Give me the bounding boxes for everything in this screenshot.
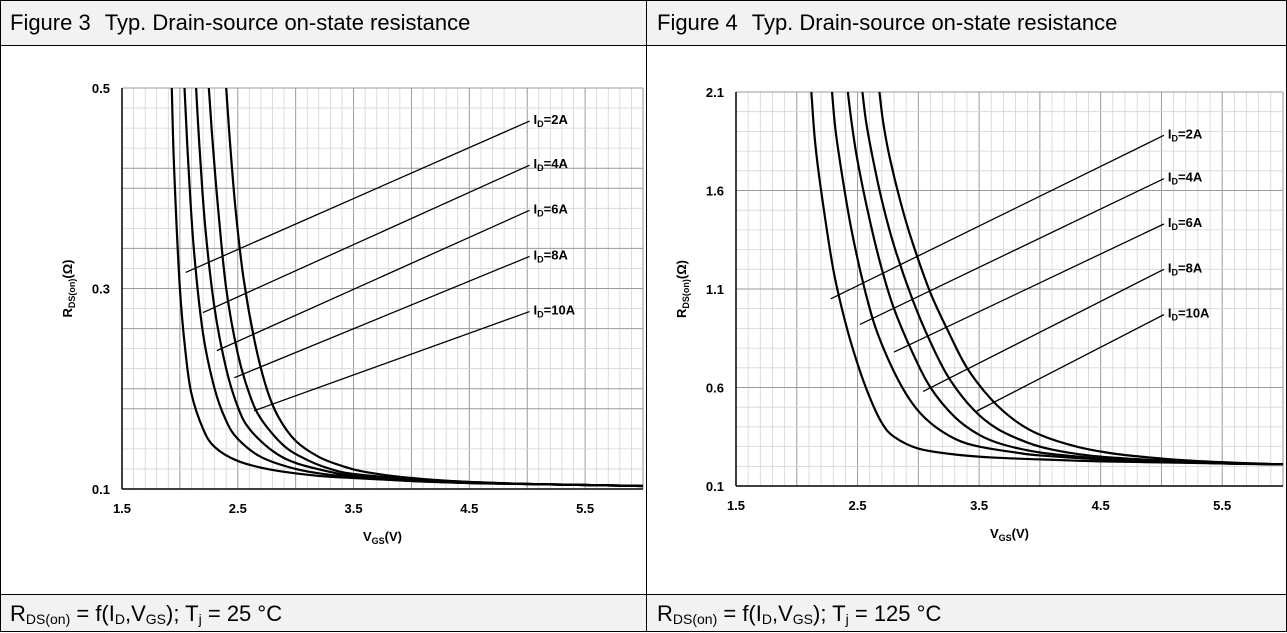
- annotation-line: [253, 310, 530, 412]
- y-tick-label: 0.1: [706, 479, 724, 494]
- figure-3-panel: Figure 3 Typ. Drain-source on-state resis…: [0, 0, 647, 632]
- x-tick-label: 1.5: [113, 501, 131, 516]
- series-label: ID=2A: [534, 112, 569, 129]
- figure-4-title: Typ. Drain-source on-state resistance: [751, 10, 1118, 35]
- y-tick-label: 1.1: [706, 282, 724, 297]
- series-line-id-4a: [183, 88, 643, 488]
- series-label: ID=6A: [1168, 215, 1203, 232]
- y-tick-label: 2.1: [706, 85, 724, 100]
- x-tick-label: 5.5: [1213, 498, 1231, 513]
- figure-4-number: Figure 4: [657, 10, 738, 35]
- series-line-id-10a: [225, 88, 643, 488]
- figure-3-footer: RDS(on) = f(ID,VGS); Tj = 25 °C: [0, 594, 647, 632]
- annotation-line: [185, 120, 530, 274]
- annotation-line: [202, 164, 530, 314]
- axes: [121, 88, 643, 490]
- annotation-line: [976, 314, 1165, 412]
- series-group: [170, 88, 643, 488]
- x-axis-label: VGS(V): [990, 526, 1029, 543]
- annotation-line: [893, 223, 1165, 353]
- y-tick-label: 0.6: [706, 381, 724, 396]
- grid: [735, 91, 1284, 487]
- series-label: ID=6A: [534, 201, 569, 218]
- figure-3-title-bar: Figure 3 Typ. Drain-source on-state resis…: [0, 0, 647, 46]
- series-line-id-4a: [830, 92, 1283, 466]
- y-axis-label: RDS(on)(Ω): [60, 260, 77, 318]
- y-tick-label: 0.3: [92, 282, 110, 297]
- series-line-id-2a: [810, 92, 1283, 466]
- series-label: ID=4A: [1168, 170, 1203, 187]
- annotation-line: [216, 209, 530, 352]
- series-line-id-6a: [846, 92, 1283, 466]
- axes: [735, 92, 1283, 487]
- x-tick-label: 4.5: [1092, 498, 1110, 513]
- x-tick-label: 2.5: [849, 498, 867, 513]
- x-tick-label: 4.5: [460, 501, 478, 516]
- y-tick-label: 0.1: [92, 482, 110, 497]
- annotation-line: [830, 134, 1165, 300]
- figure-4-title-bar: Figure 4 Typ. Drain-source on-state resis…: [647, 0, 1287, 46]
- series-label: ID=4A: [534, 156, 569, 173]
- y-axis-label: RDS(on)(Ω): [674, 260, 691, 318]
- x-tick-label: 3.5: [970, 498, 988, 513]
- annotation-line: [922, 268, 1165, 393]
- series-label: ID=8A: [534, 247, 569, 264]
- figure-4-chart: 1.5 2.5 3.5 4.5 5.5 0.1 0.6 1.1 1.6 2.1 VGS(V) RDS(…: [674, 85, 1284, 543]
- y-tick-label: 0.5: [92, 81, 110, 96]
- series-line-id-8a: [207, 88, 643, 488]
- x-tick-label: 3.5: [345, 501, 363, 516]
- series-line-id-6a: [194, 88, 643, 488]
- series-label: ID=10A: [534, 303, 576, 320]
- series-label: ID=8A: [1168, 260, 1203, 277]
- series-line-id-8a: [861, 92, 1283, 466]
- x-axis-label: VGS(V): [363, 529, 402, 546]
- annotation-line: [234, 255, 530, 379]
- x-tick-label: 2.5: [229, 501, 247, 516]
- y-tick-label: 1.6: [706, 184, 724, 199]
- figure-3-chart: 1.5 2.5 3.5 4.5 5.5 0.1 0.3 0.5 VGS(V) RDS(on)(Ω)…: [60, 81, 644, 546]
- x-tick-label: 1.5: [727, 498, 745, 513]
- series-line-id-10a: [878, 92, 1283, 466]
- series-label: ID=10A: [1168, 306, 1210, 323]
- annotation-line: [859, 178, 1165, 326]
- series-label: ID=2A: [1168, 126, 1203, 143]
- figure-4-footer: RDS(on) = f(ID,VGS); Tj = 125 °C: [647, 594, 1287, 632]
- x-tick-label: 5.5: [576, 501, 594, 516]
- series-line-id-2a: [170, 88, 643, 488]
- series-group: [810, 92, 1283, 466]
- figure-3-title: Typ. Drain-source on-state resistance: [104, 10, 471, 35]
- figure-3-number: Figure 3: [10, 10, 91, 35]
- figure-4-panel: Figure 4 Typ. Drain-source on-state resis…: [647, 0, 1287, 632]
